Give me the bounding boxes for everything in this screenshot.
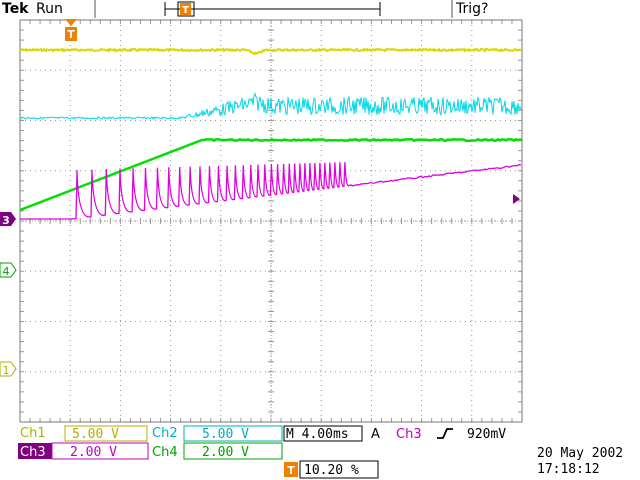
svg-text:M 4.00ms: M 4.00ms xyxy=(286,427,349,442)
graticule xyxy=(19,19,522,422)
record-trigger-icon xyxy=(180,3,191,15)
svg-text:Ch4: Ch4 xyxy=(152,445,178,460)
timebase-readout[interactable]: M 4.00ms xyxy=(283,425,363,442)
trigger-level: 920mV xyxy=(467,427,506,442)
graticule-border xyxy=(19,19,523,423)
rising-edge-icon xyxy=(437,428,453,439)
svg-text:T: T xyxy=(182,5,189,16)
svg-text:10.20 %: 10.20 % xyxy=(304,463,359,478)
svg-text:5.00 V: 5.00 V xyxy=(72,427,119,442)
svg-text:2.00 V: 2.00 V xyxy=(202,445,249,460)
ch3-trace xyxy=(20,162,522,220)
trigger-level-marker[interactable] xyxy=(513,194,520,204)
svg-text:Ch3: Ch3 xyxy=(20,445,46,460)
svg-text:Ch2: Ch2 xyxy=(152,426,178,441)
date-label: 20 May 2002 xyxy=(537,446,623,461)
svg-text:4: 4 xyxy=(3,265,10,278)
svg-text:Ch1: Ch1 xyxy=(20,426,46,441)
ch4-readout[interactable]: Ch4 2.00 V xyxy=(152,442,283,460)
ch1-ground-marker[interactable]: 1 xyxy=(0,361,17,377)
ch3-ground-marker[interactable]: 3 xyxy=(0,212,16,227)
ch4-ground-marker[interactable]: 4 xyxy=(0,262,17,278)
svg-text:2.00 V: 2.00 V xyxy=(70,445,117,460)
record-position-indicator[interactable]: T xyxy=(164,1,381,17)
trigger-position-icon xyxy=(65,27,77,41)
time-label: 17:18:12 xyxy=(537,462,600,477)
ch4-trace xyxy=(19,137,523,212)
ch2-trace xyxy=(19,92,523,120)
svg-text:3: 3 xyxy=(2,214,10,227)
svg-text:T: T xyxy=(67,28,75,41)
trigger-readout[interactable]: A Ch3 920mV xyxy=(371,427,506,442)
header-bar: Tek Run T Trig? xyxy=(2,0,488,18)
svg-text:5.00 V: 5.00 V xyxy=(202,427,249,442)
readout-panel: Ch1 5.00 V Ch2 5.00 V M 4.00ms A Ch3 920… xyxy=(18,425,623,479)
trigger-position-readout-icon xyxy=(284,462,298,477)
brand-logo: Tek xyxy=(2,1,29,17)
acquisition-state: Run xyxy=(36,1,63,17)
ch1-trace xyxy=(19,47,523,56)
trigger-position-marker[interactable]: T xyxy=(65,19,77,41)
ch3-readout[interactable]: Ch3 2.00 V xyxy=(18,442,149,460)
trigger-source: Ch3 xyxy=(396,427,422,442)
trigger-status: Trig? xyxy=(455,1,488,17)
waveforms xyxy=(19,47,523,220)
svg-text:1: 1 xyxy=(3,364,10,377)
ch1-readout[interactable]: Ch1 5.00 V xyxy=(20,425,148,442)
trigger-mode: A xyxy=(371,427,380,442)
ch2-readout[interactable]: Ch2 5.00 V xyxy=(152,425,283,442)
trigger-position-readout[interactable]: T 10.20 % xyxy=(284,460,379,479)
svg-text:T: T xyxy=(287,464,295,477)
